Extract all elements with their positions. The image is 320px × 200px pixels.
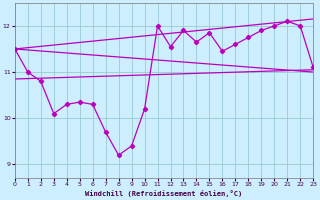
X-axis label: Windchill (Refroidissement éolien,°C): Windchill (Refroidissement éolien,°C) — [85, 190, 243, 197]
